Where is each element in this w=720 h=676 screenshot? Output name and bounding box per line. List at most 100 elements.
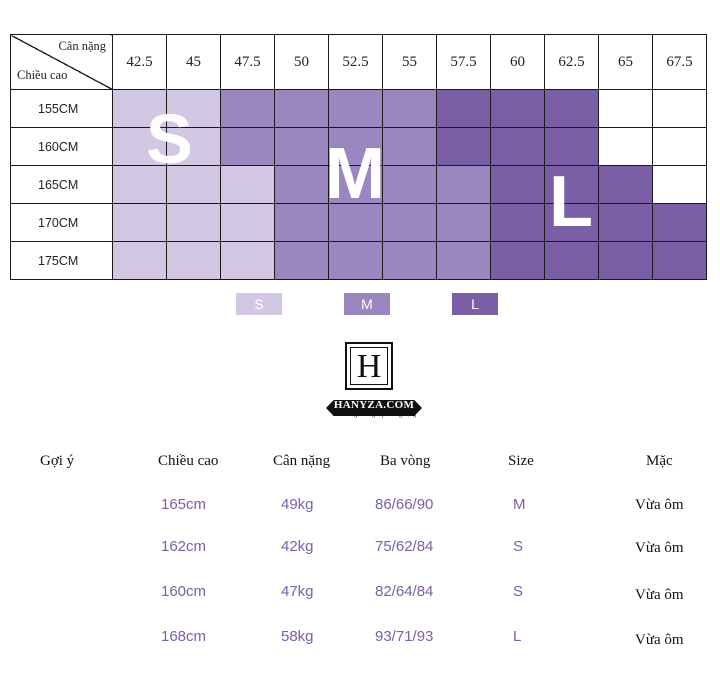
suggestion-weight: 49kg	[281, 496, 314, 513]
weight-header: 67.5	[652, 34, 707, 90]
size-cell-s	[112, 89, 167, 128]
size-cell-l	[490, 89, 545, 128]
height-header-label: 175CM	[38, 253, 79, 268]
weight-header: 57.5	[436, 34, 491, 90]
suggestion-measurements: 75/62/84	[375, 538, 434, 555]
size-cell-m	[274, 89, 329, 128]
size-cell-s	[112, 203, 167, 242]
weight-header: 52.5	[328, 34, 383, 90]
size-s-overlay-label: S	[146, 100, 193, 178]
size-cell-l	[652, 241, 707, 280]
suggestion-fit: Vừa ôm	[635, 540, 684, 556]
size-cell-l	[490, 127, 545, 166]
size-cell-m	[382, 89, 437, 128]
suggestion-size: S	[513, 538, 524, 555]
brand-logo-mark: H	[345, 342, 393, 390]
size-cell-m	[220, 89, 275, 128]
size-cell-l	[490, 241, 545, 280]
table-row: 175CM	[10, 241, 707, 280]
height-header: 155CM	[10, 89, 113, 128]
height-header: 175CM	[10, 241, 113, 280]
weight-header: 62.5	[544, 34, 599, 90]
size-cell-empty	[652, 165, 707, 204]
size-cell-s	[166, 127, 221, 166]
size-cell-l	[490, 165, 545, 204]
size-cell-m	[274, 127, 329, 166]
size-m-overlay-label: M	[325, 134, 385, 214]
legend-label-l: L	[471, 296, 479, 312]
suggestion-size: S	[513, 583, 524, 600]
height-header: 165CM	[10, 165, 113, 204]
size-l-overlay-label: L	[549, 162, 593, 242]
weight-header: 45	[166, 34, 221, 90]
weight-header: 47.5	[220, 34, 275, 90]
size-cell-empty	[598, 127, 653, 166]
size-cell-s	[166, 241, 221, 280]
size-cell-m	[328, 241, 383, 280]
size-cell-l	[598, 203, 653, 242]
size-cell-m	[274, 203, 329, 242]
size-cell-m	[382, 127, 437, 166]
size-chart-table: Cân nặng Chiều cao 42.5 45 47.5 50 52.5 …	[10, 34, 707, 280]
size-cell-l	[598, 241, 653, 280]
size-cell-l	[544, 127, 599, 166]
height-header-label: 160CM	[38, 139, 79, 154]
suggestion-fit: Vừa ôm	[635, 587, 684, 603]
suggestion-weight: 47kg	[281, 583, 314, 600]
size-cell-m	[436, 241, 491, 280]
suggestion-height: 168cm	[161, 628, 207, 645]
brand-tagline: Thời trang - Đẳng cấp - Sang trọng	[331, 412, 417, 418]
size-cell-empty	[652, 127, 707, 166]
column-header-measurements: Ba vòng	[380, 453, 431, 469]
table-corner-header: Cân nặng Chiều cao	[10, 34, 113, 90]
size-cell-s	[220, 203, 275, 242]
size-cell-m	[436, 165, 491, 204]
size-cell-m	[220, 127, 275, 166]
suggestion-measurements: 82/64/84	[375, 583, 434, 600]
suggestion-height: 160cm	[161, 583, 207, 600]
height-axis-label: Chiều cao	[17, 68, 68, 82]
size-cell-l	[598, 165, 653, 204]
table-row: 155CM	[10, 89, 707, 128]
suggestion-height: 165cm	[161, 496, 207, 513]
height-header-label: 165CM	[38, 177, 79, 192]
legend-label-m: M	[361, 296, 373, 312]
size-cell-l	[652, 203, 707, 242]
height-header: 160CM	[10, 127, 113, 166]
suggestion-size: M	[513, 496, 526, 513]
size-cell-l	[544, 241, 599, 280]
suggestion-height: 162cm	[161, 538, 207, 555]
brand-name: HANYZA.COM	[333, 399, 415, 411]
column-header-size: Size	[508, 453, 534, 469]
size-cell-m	[328, 165, 383, 204]
weight-header: 50	[274, 34, 329, 90]
suggestion-measurements: 86/66/90	[375, 496, 434, 513]
weight-header: 55	[382, 34, 437, 90]
size-cell-m	[274, 165, 329, 204]
size-cell-m	[382, 165, 437, 204]
size-cell-l	[544, 89, 599, 128]
suggestion-weight: 42kg	[281, 538, 314, 555]
size-cell-l	[436, 127, 491, 166]
legend-swatch-l: L	[452, 293, 498, 315]
legend-swatch-s: S	[236, 293, 282, 315]
size-cell-l	[544, 165, 599, 204]
legend-swatch-m: M	[344, 293, 390, 315]
size-cell-m	[382, 203, 437, 242]
size-cell-m	[436, 203, 491, 242]
table-row: 160CM	[10, 127, 707, 166]
suggestion-weight: 58kg	[281, 628, 314, 645]
size-cell-m	[328, 203, 383, 242]
height-header: 170CM	[10, 203, 113, 242]
size-cell-s	[166, 203, 221, 242]
suggestion-size: L	[513, 628, 522, 645]
column-header-height: Chiều cao	[158, 453, 219, 469]
weight-header: 65	[598, 34, 653, 90]
weight-header: 42.5	[112, 34, 167, 90]
suggestion-label: Gợi ý	[40, 453, 75, 469]
suggestion-fit: Vừa ôm	[635, 497, 684, 513]
size-cell-m	[328, 127, 383, 166]
size-cell-m	[382, 241, 437, 280]
size-cell-s	[220, 241, 275, 280]
weight-axis-label: Cân nặng	[58, 39, 106, 53]
